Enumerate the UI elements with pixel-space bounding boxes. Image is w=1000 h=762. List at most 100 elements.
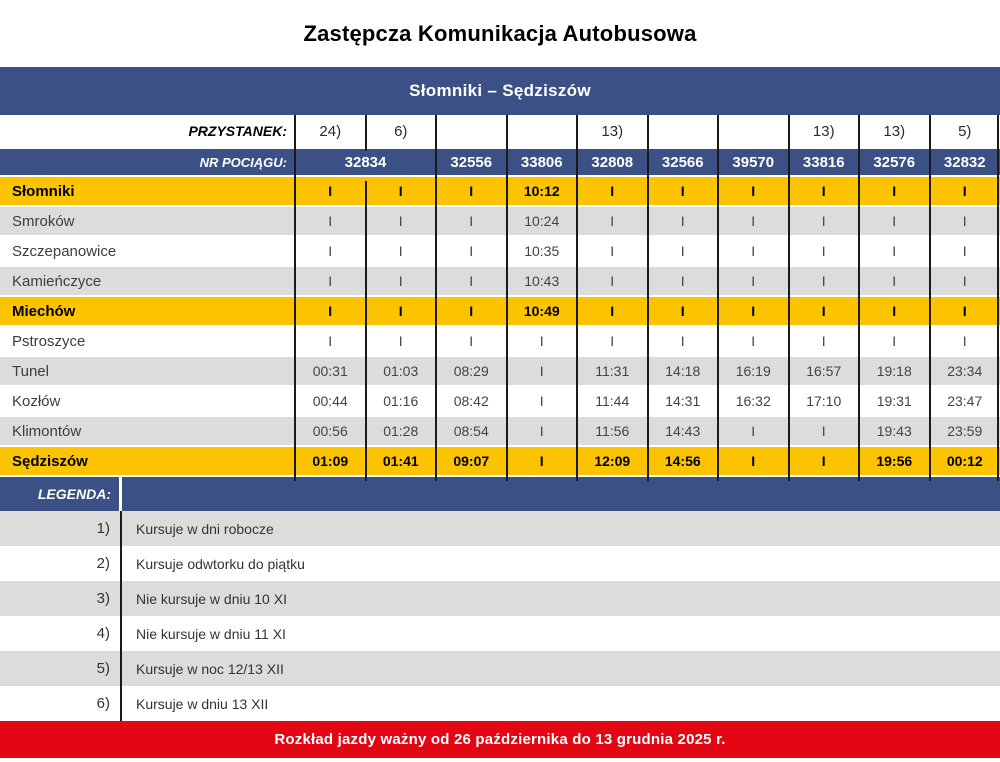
legend-text: Nie kursuje w dniu 11 XI xyxy=(136,625,286,642)
time-cell: I xyxy=(539,333,544,349)
page-title-area: Zastępcza Komunikacja Autobusowa xyxy=(0,0,1000,67)
legend-text: Kursuje w dni robocze xyxy=(136,520,274,537)
station-name: Słomniki xyxy=(12,182,75,200)
legend-header: LEGENDA: xyxy=(0,477,1000,511)
time-cell: I xyxy=(751,243,756,259)
page-title: Zastępcza Komunikacja Autobusowa xyxy=(303,20,697,46)
time-cell: 19:56 xyxy=(876,453,913,469)
grid-vline xyxy=(294,115,296,481)
train-number-cell: 33816 xyxy=(802,153,845,171)
time-cell: I xyxy=(398,213,403,229)
station-row: Miechów I I I 10:49 I I I I I I xyxy=(0,297,1000,327)
footnote-cell xyxy=(648,115,719,147)
footnote-cells: 24) 6) 13) 13) 13) 5) xyxy=(295,115,1000,147)
time-cell: I xyxy=(680,183,685,199)
time-cell: I xyxy=(751,423,756,439)
time-cell: I xyxy=(962,183,967,199)
time-cell: 19:31 xyxy=(876,393,912,409)
validity-footer: Rozkład jazdy ważny od 26 października d… xyxy=(0,721,1000,758)
time-cell: I xyxy=(610,243,615,259)
time-cell: 14:31 xyxy=(665,393,701,409)
station-row: Klimontów 00:56 01:28 08:54 I 11:56 14:43 I I 19:… xyxy=(0,417,1000,447)
station-name: Klimontów xyxy=(12,422,82,440)
time-cell: 19:18 xyxy=(876,363,912,379)
stop-footnote-row: PRZYSTANEK: 24) 6) 13) 13) 13) 5) xyxy=(0,115,1000,149)
time-cell: 10:24 xyxy=(524,213,560,229)
grid-vline xyxy=(435,115,437,481)
grid-vline xyxy=(787,115,790,481)
legend-label-cell: LEGENDA: xyxy=(0,477,122,511)
time-cell: 16:32 xyxy=(735,393,771,409)
time-cell: I xyxy=(469,303,474,319)
legend-number: 6) xyxy=(96,695,110,712)
time-cell: I xyxy=(398,243,403,259)
time-cell: I xyxy=(821,303,826,319)
footnote-cell: 13) xyxy=(812,122,835,140)
legend-label: LEGENDA: xyxy=(37,486,111,502)
time-cell: 10:43 xyxy=(524,273,560,289)
grid-vline xyxy=(717,115,719,481)
time-cell: I xyxy=(539,453,544,469)
station-row: Smroków I I I 10:24 I I I I I I xyxy=(0,207,1000,237)
footnote-cell xyxy=(436,115,507,147)
time-cell: I xyxy=(680,273,685,289)
time-cell: I xyxy=(469,333,474,349)
time-cell: 10:49 xyxy=(523,303,560,319)
station-row: Tunel 00:31 01:03 08:29 I 11:31 14:18 16:19 16:5… xyxy=(0,357,1000,387)
time-cell: 23:59 xyxy=(947,423,983,439)
time-cell: I xyxy=(821,423,826,439)
time-cell: I xyxy=(610,183,615,199)
route-header: Słomniki – Sędziszów xyxy=(0,67,1000,115)
station-name: Sędziszów xyxy=(12,452,88,470)
timetable: PRZYSTANEK: 24) 6) 13) 13) 13) 5) NR POCIĄGU:… xyxy=(0,115,1000,481)
station-name: Tunel xyxy=(12,362,49,380)
time-cell: I xyxy=(398,303,403,319)
time-cell: 14:18 xyxy=(665,363,701,379)
station-name: Szczepanowice xyxy=(12,242,117,260)
train-number-row: NR POCIĄGU: 32834 32556 33806 32808 32566 395… xyxy=(0,149,1000,177)
time-cell: I xyxy=(328,183,333,199)
time-cell: 01:09 xyxy=(312,453,349,469)
legend-row: 5) Kursuje w noc 12/13 XII xyxy=(0,651,1000,686)
train-number-cell: 32556 xyxy=(450,153,493,171)
time-cell: I xyxy=(821,213,826,229)
train-number-cell: 32566 xyxy=(661,153,704,171)
time-cell: I xyxy=(610,213,615,229)
station-row: Kozłów 00:44 01:16 08:42 I 11:44 14:31 16:32 17:… xyxy=(0,387,1000,417)
time-cell: 01:03 xyxy=(383,363,419,379)
time-cell: I xyxy=(962,213,967,229)
time-cell: 00:12 xyxy=(946,453,983,469)
time-cell: I xyxy=(751,213,756,229)
train-number-cell: 33806 xyxy=(520,153,563,171)
time-cell: I xyxy=(751,273,756,289)
time-cell: 17:10 xyxy=(806,393,842,409)
time-cell: I xyxy=(751,303,756,319)
legend-row: 4) Nie kursuje w dniu 11 XI xyxy=(0,616,1000,651)
time-cell: I xyxy=(821,183,826,199)
time-cell: I xyxy=(821,243,826,259)
time-cell: I xyxy=(398,333,403,349)
time-cell: 10:35 xyxy=(524,243,560,259)
time-cell: I xyxy=(892,213,897,229)
legend-text: Kursuje odwtorku do piątku xyxy=(136,555,305,572)
time-cell: 10:12 xyxy=(523,183,560,199)
time-cell: I xyxy=(469,213,474,229)
time-cell: I xyxy=(680,303,685,319)
time-cell: 08:29 xyxy=(453,363,489,379)
grid-vline xyxy=(364,115,367,151)
grid-vline xyxy=(576,115,578,481)
station-row: Pstroszyce I I I I I I I I I I xyxy=(0,327,1000,357)
footnote-cell: 13) xyxy=(883,122,906,140)
legend-text: Kursuje w noc 12/13 XII xyxy=(136,660,284,677)
time-cell: I xyxy=(539,423,544,439)
legend-number: 2) xyxy=(96,555,110,572)
time-cell: 01:41 xyxy=(382,453,419,469)
footnote-cell: 5) xyxy=(958,122,972,140)
time-cell: I xyxy=(751,453,756,469)
time-cell: I xyxy=(469,183,474,199)
time-cell: I xyxy=(398,273,403,289)
time-cell: I xyxy=(398,183,403,199)
time-cell: I xyxy=(539,393,544,409)
time-cell: I xyxy=(328,303,333,319)
train-number-cell: 32834 xyxy=(344,153,387,171)
